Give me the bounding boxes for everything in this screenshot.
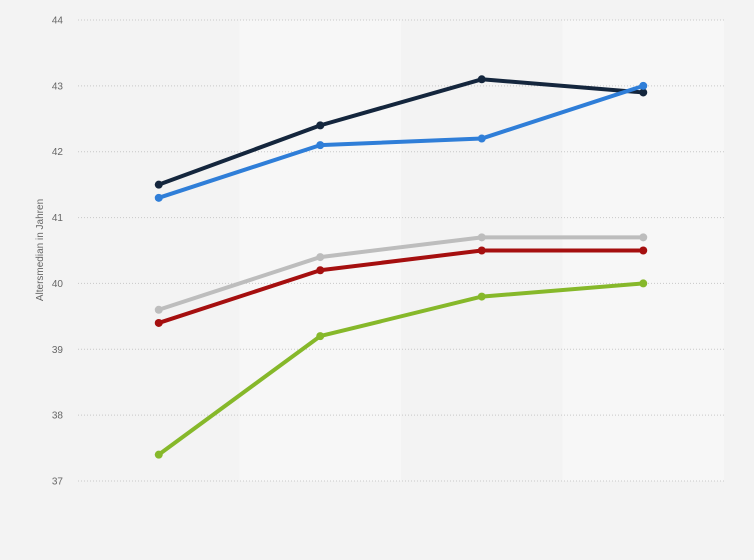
- data-point[interactable]: [316, 121, 325, 130]
- series-line-2: [156, 83, 646, 200]
- data-point[interactable]: [316, 332, 325, 341]
- series-line-5: [156, 281, 646, 457]
- data-point[interactable]: [316, 253, 325, 262]
- series-points: [154, 75, 648, 459]
- y-axis-ticks: 37 38 39 40 41 42 43 44: [52, 16, 64, 488]
- y-tick-label: 44: [52, 16, 64, 27]
- data-point[interactable]: [477, 246, 486, 255]
- data-point[interactable]: [477, 233, 486, 242]
- data-point[interactable]: [639, 81, 648, 90]
- data-point[interactable]: [154, 193, 163, 202]
- series-line-4: [156, 248, 646, 325]
- y-tick-label: 37: [52, 477, 64, 488]
- data-point[interactable]: [477, 292, 486, 301]
- data-point[interactable]: [639, 88, 648, 97]
- data-point[interactable]: [639, 233, 648, 242]
- data-point[interactable]: [316, 141, 325, 150]
- y-tick-label: 40: [52, 279, 64, 290]
- data-point[interactable]: [154, 305, 163, 314]
- data-point[interactable]: [639, 246, 648, 255]
- series-line-3: [156, 235, 646, 312]
- data-point[interactable]: [154, 180, 163, 189]
- series-lines: [156, 77, 646, 457]
- y-tick-label: 39: [52, 345, 64, 356]
- category-band: [78, 20, 240, 481]
- data-point[interactable]: [154, 318, 163, 327]
- y-tick-label: 43: [52, 81, 64, 92]
- y-tick-label: 42: [52, 147, 64, 158]
- y-axis-title: Altersmedian in Jahren: [35, 199, 46, 301]
- y-tick-label: 38: [52, 411, 64, 422]
- series-line-1: [156, 77, 646, 187]
- data-point[interactable]: [477, 134, 486, 143]
- data-point[interactable]: [154, 450, 163, 459]
- data-point[interactable]: [639, 279, 648, 288]
- data-point[interactable]: [477, 75, 486, 84]
- y-tick-label: 41: [52, 213, 64, 224]
- data-point[interactable]: [316, 266, 325, 275]
